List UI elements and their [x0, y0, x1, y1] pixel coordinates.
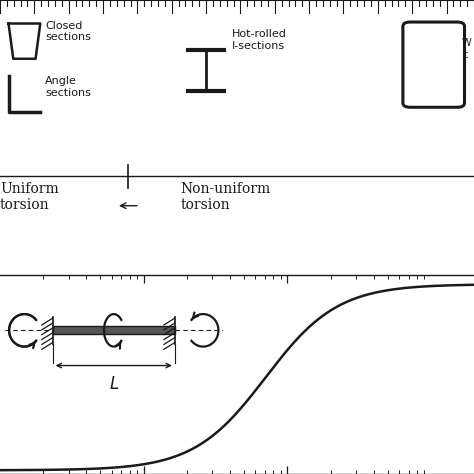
Text: Hot-rolled
I-sections: Hot-rolled I-sections	[232, 29, 287, 51]
Text: W
c: W c	[462, 38, 472, 60]
Text: Non-uniform
torsion: Non-uniform torsion	[180, 182, 270, 212]
Text: Closed
sections: Closed sections	[45, 20, 91, 42]
Text: Angle
sections: Angle sections	[45, 76, 91, 98]
Text: Uniform
torsion: Uniform torsion	[0, 182, 59, 212]
